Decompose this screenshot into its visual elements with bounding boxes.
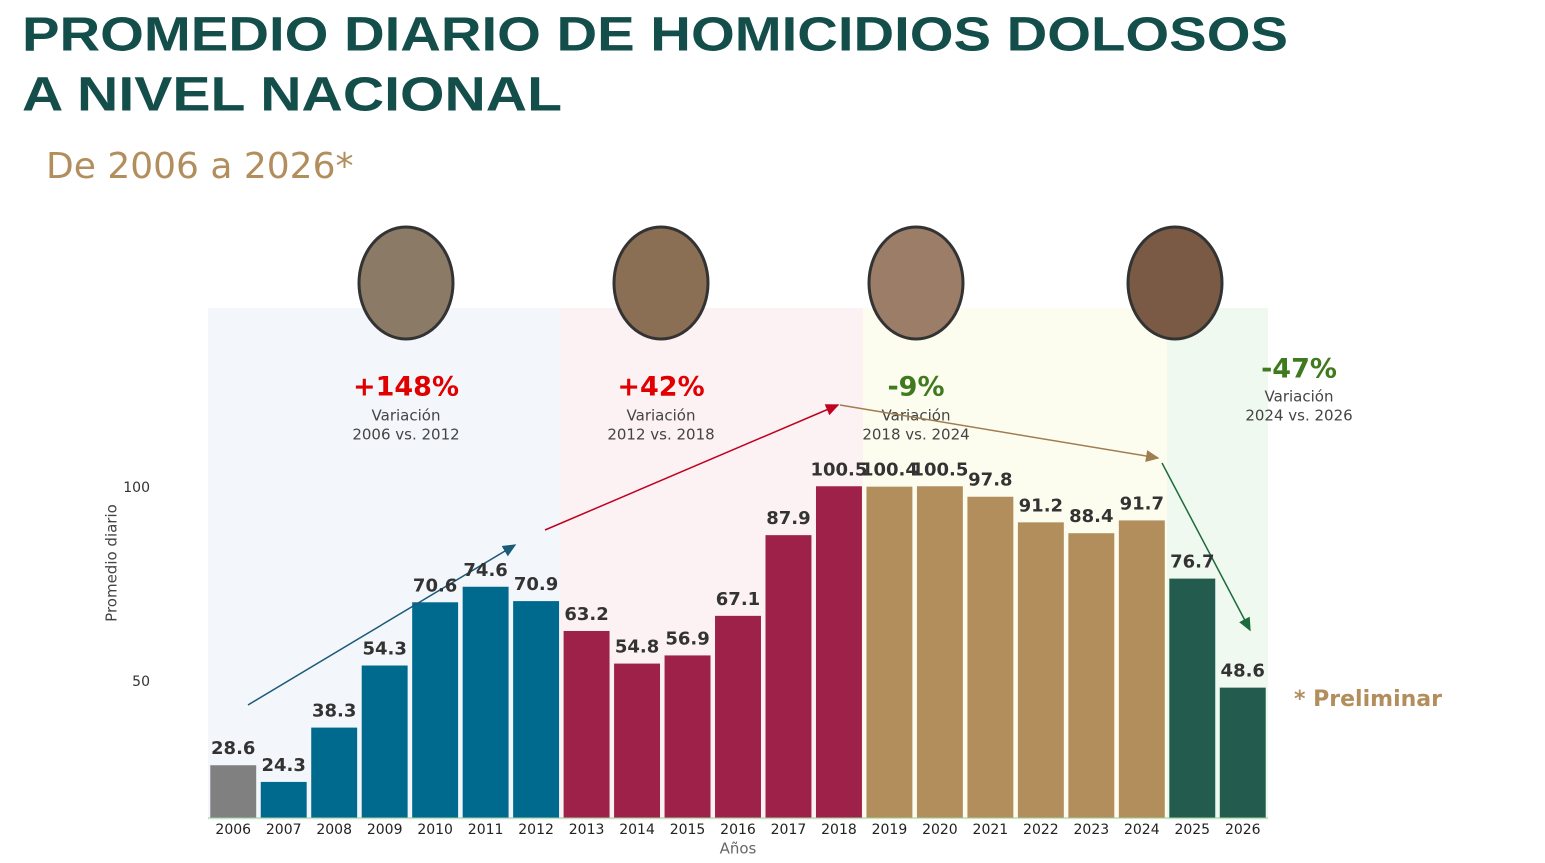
portrait [612, 225, 710, 341]
arrow [544, 404, 840, 531]
y-tick-label: 50 [132, 674, 150, 690]
variation-label: Variación [627, 407, 696, 425]
value-label: 48.6 [1221, 661, 1265, 682]
x-tick-label: 2023 [1074, 822, 1110, 838]
x-tick-label: 2012 [518, 822, 554, 838]
value-label: 76.7 [1170, 552, 1214, 573]
x-tick-label: 2018 [821, 822, 857, 838]
x-tick-label: 2008 [316, 822, 352, 838]
value-label: 54.3 [362, 639, 406, 660]
chart-title: PROMEDIO DIARIO DE HOMICIDIOS DOLOSOS [22, 9, 1288, 62]
variation-range: 2006 vs. 2012 [352, 426, 459, 444]
x-tick-label: 2020 [922, 822, 958, 838]
value-label: 100.4 [861, 460, 918, 481]
bar [412, 602, 459, 818]
period-annotations: +148% Variación 2006 vs. 2012 +42% Varia… [352, 354, 1352, 444]
variation-range: 2018 vs. 2024 [862, 426, 969, 444]
arrow [839, 404, 1160, 462]
value-label: 67.1 [716, 589, 760, 610]
variation-range: 2012 vs. 2018 [607, 426, 714, 444]
portrait [357, 225, 455, 341]
bar [1219, 687, 1266, 818]
bar [815, 486, 862, 818]
portraits [357, 225, 1224, 341]
bar [311, 727, 358, 818]
bar [462, 586, 509, 818]
value-label: 24.3 [262, 755, 306, 776]
variation-label: Variación [372, 407, 441, 425]
bar [1068, 533, 1115, 818]
arrow [1161, 462, 1251, 632]
y-tick-label: 100 [123, 480, 150, 496]
value-label: 91.2 [1019, 495, 1063, 516]
bar [916, 486, 963, 818]
x-tick-label: 2006 [215, 822, 251, 838]
value-label: 87.9 [766, 508, 810, 529]
bar [765, 535, 812, 818]
value-label: 70.9 [514, 574, 558, 595]
x-tick-label: 2014 [619, 822, 655, 838]
x-tick-label: 2024 [1124, 822, 1160, 838]
bar [715, 615, 761, 818]
bar [361, 665, 408, 818]
value-label: 70.6 [413, 575, 457, 596]
bar [664, 655, 711, 818]
x-tick-label: 2011 [468, 822, 504, 838]
value-label: 97.8 [968, 470, 1012, 491]
bar [1118, 520, 1165, 818]
bar [260, 781, 307, 818]
arrow [247, 544, 517, 706]
bar [1017, 522, 1064, 818]
x-tick-label: 2021 [973, 822, 1009, 838]
period-bg [863, 308, 1167, 820]
y-axis-label: Promedio diario [103, 504, 121, 622]
chart-subtitle: De 2006 a 2026* [46, 146, 354, 187]
bar [866, 486, 913, 818]
period-bg [560, 308, 863, 820]
x-tick-label: 2009 [367, 822, 403, 838]
x-tick-label: 2007 [266, 822, 302, 838]
x-tick-label: 2019 [872, 822, 908, 838]
value-label: 100.5 [911, 459, 968, 480]
variation: +148% [353, 372, 459, 403]
value-label: 74.6 [463, 560, 507, 581]
x-tick-label: 2025 [1174, 822, 1210, 838]
x-tick-label: 2015 [670, 822, 706, 838]
variation: -47% [1261, 354, 1337, 385]
x-tick-label: 2016 [720, 822, 756, 838]
x-tick-label: 2026 [1225, 822, 1261, 838]
value-label: 38.3 [312, 701, 356, 722]
chart-title: A NIVEL NACIONAL [22, 69, 562, 122]
portrait [867, 225, 965, 341]
value-label: 91.7 [1120, 493, 1164, 514]
x-tick-label: 2017 [771, 822, 807, 838]
value-label: 100.5 [810, 459, 867, 480]
trend-arrows [247, 404, 1251, 706]
value-label: 63.2 [564, 604, 608, 625]
x-tick-label: 2010 [417, 822, 453, 838]
x-axis-label: Años [720, 840, 757, 858]
variation: -9% [887, 372, 944, 403]
x-tick-label: 2022 [1023, 822, 1059, 838]
bar [967, 496, 1014, 818]
bar [513, 601, 560, 818]
variation: +42% [617, 372, 704, 403]
value-label: 56.9 [665, 628, 709, 649]
variation-label: Variación [1265, 388, 1334, 406]
bar [614, 663, 661, 818]
variation-range: 2024 vs. 2026 [1245, 407, 1352, 425]
value-label: 28.6 [211, 738, 255, 759]
value-label: 88.4 [1069, 506, 1113, 527]
note: * Preliminar [1294, 687, 1442, 712]
portrait [1126, 225, 1224, 341]
bar [563, 630, 610, 818]
bars [210, 486, 1266, 818]
bar [210, 765, 257, 818]
period-backgrounds [208, 308, 1268, 820]
value-label: 54.8 [615, 637, 659, 658]
x-tick-label: 2013 [569, 822, 605, 838]
bar [1169, 578, 1216, 818]
